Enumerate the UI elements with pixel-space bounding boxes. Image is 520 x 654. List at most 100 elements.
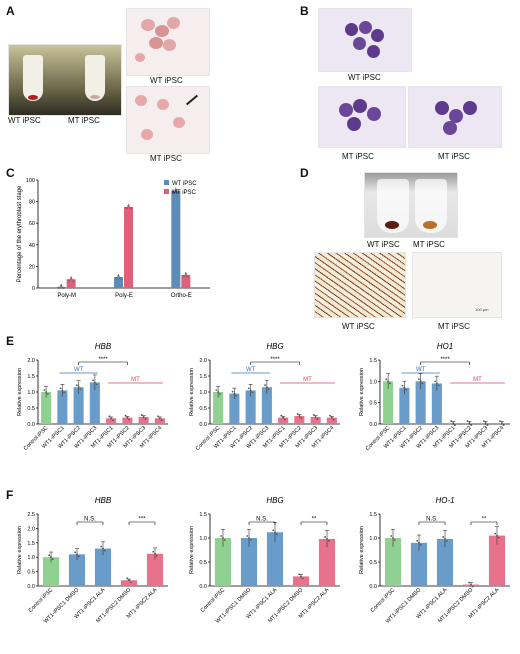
caption-b-wt: WT iPSC xyxy=(348,73,381,82)
tube-wt xyxy=(23,55,43,101)
bar xyxy=(399,387,410,424)
stain-d-wt xyxy=(314,252,406,318)
micrograph-a-mt xyxy=(126,86,210,154)
bar xyxy=(245,390,256,424)
bar xyxy=(42,557,60,586)
y-tick-label: 1.0 xyxy=(27,555,35,561)
data-point xyxy=(468,422,471,425)
data-point xyxy=(51,558,54,561)
data-point xyxy=(50,556,52,559)
bar xyxy=(66,279,76,288)
y-tick-label: 0 xyxy=(32,286,35,292)
bar xyxy=(294,416,305,424)
y-tick-label: 1.0 xyxy=(369,379,377,385)
bar xyxy=(122,417,133,424)
y-axis-label: Relative expression xyxy=(17,368,23,416)
data-point xyxy=(126,577,129,580)
data-point xyxy=(454,424,456,427)
data-point xyxy=(265,386,268,389)
y-tick-label: 0.0 xyxy=(199,584,207,590)
wt-group-label: WT xyxy=(74,367,84,373)
bar xyxy=(436,538,454,586)
data-point xyxy=(102,547,104,550)
data-point xyxy=(129,206,132,210)
data-point xyxy=(43,389,46,391)
data-point xyxy=(220,535,223,537)
data-point xyxy=(274,531,276,534)
y-axis-label: Relative expression xyxy=(189,368,195,416)
bar xyxy=(106,418,117,424)
rbc-cell xyxy=(135,53,145,62)
caption-b-mt2: MT iPSC xyxy=(438,152,470,161)
data-point xyxy=(74,551,77,554)
data-point xyxy=(152,550,155,553)
data-point xyxy=(103,549,106,552)
scale-bar-text: 100 µm xyxy=(475,307,489,312)
stained-cell xyxy=(353,99,367,113)
bar xyxy=(57,390,68,424)
bar xyxy=(41,392,52,424)
stained-cell xyxy=(345,23,358,36)
data-point xyxy=(452,422,455,425)
data-point xyxy=(497,536,500,539)
bar xyxy=(415,381,426,424)
data-point xyxy=(247,387,250,390)
data-point xyxy=(184,272,187,276)
significance-label: **** xyxy=(98,357,108,363)
y-tick-label: 0.5 xyxy=(199,560,207,566)
tube-mt xyxy=(85,55,105,101)
data-point xyxy=(468,581,471,584)
bar xyxy=(240,538,258,586)
data-point xyxy=(176,190,179,193)
arrow-icon xyxy=(185,94,199,106)
data-point xyxy=(76,553,78,556)
x-tick-label: Poly-M xyxy=(57,293,76,299)
bar xyxy=(266,532,284,586)
data-point xyxy=(434,380,436,383)
y-tick-label: 1.5 xyxy=(369,358,377,364)
rbc-cell xyxy=(163,39,176,51)
legend-label: WT iPSC xyxy=(172,181,197,187)
stained-cell xyxy=(353,37,366,50)
data-point xyxy=(155,554,158,557)
data-point xyxy=(140,414,143,416)
data-point xyxy=(496,534,498,537)
bar xyxy=(146,553,164,586)
y-tick-label: 1.5 xyxy=(199,374,207,380)
bar xyxy=(56,286,66,288)
panel-letter-a: A xyxy=(6,4,15,18)
y-tick-label: 0.0 xyxy=(27,422,35,428)
data-point xyxy=(172,190,175,193)
data-point xyxy=(251,391,254,394)
chart-title: HBB xyxy=(95,342,112,351)
data-point xyxy=(47,393,49,395)
chart-title: HO-1 xyxy=(435,496,454,505)
data-point xyxy=(387,380,390,383)
chart-f-hbb: 0.0 0.5 1.0 1.5 2.0 2.5 Relative expression HBB… xyxy=(17,496,168,625)
data-point xyxy=(435,382,438,385)
data-point xyxy=(327,540,330,542)
stained-cell xyxy=(347,117,361,131)
legend-swatch xyxy=(164,180,169,185)
data-point xyxy=(316,418,319,420)
data-point xyxy=(486,424,489,427)
panel-letter-e: E xyxy=(6,334,15,348)
y-tick-label: 2.0 xyxy=(27,358,35,364)
data-point xyxy=(79,388,82,391)
data-point xyxy=(421,382,424,385)
stained-cell xyxy=(463,101,477,115)
rbc-cell xyxy=(157,99,169,110)
legend-label: MT iPSC xyxy=(172,190,197,196)
chart-title: HBG xyxy=(266,496,283,505)
data-point xyxy=(499,420,501,423)
data-point xyxy=(312,414,315,416)
mt-group-label: MT xyxy=(131,377,140,383)
data-point xyxy=(466,420,469,423)
sig-label: ** xyxy=(482,517,487,523)
data-point xyxy=(324,536,327,538)
data-point xyxy=(157,415,159,418)
data-point xyxy=(95,383,98,386)
rbc-cell xyxy=(141,129,153,140)
